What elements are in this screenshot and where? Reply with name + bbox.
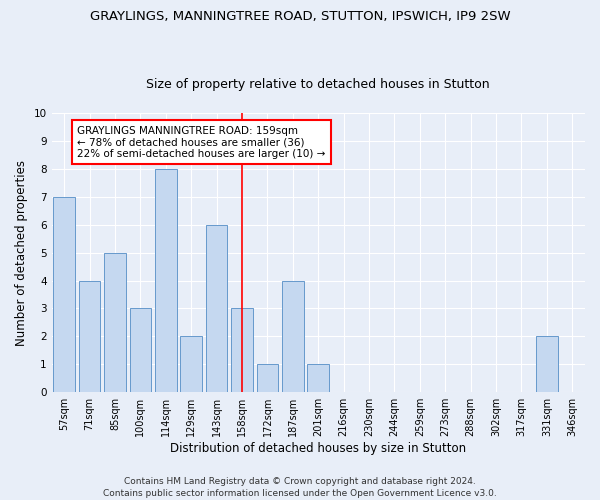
Y-axis label: Number of detached properties: Number of detached properties [15, 160, 28, 346]
Bar [257, 364, 278, 392]
Bar [282, 280, 304, 392]
Text: GRAYLINGS MANNINGTREE ROAD: 159sqm
← 78% of detached houses are smaller (36)
22%: GRAYLINGS MANNINGTREE ROAD: 159sqm ← 78%… [77, 126, 325, 159]
Bar [53, 197, 75, 392]
Bar [155, 169, 176, 392]
X-axis label: Distribution of detached houses by size in Stutton: Distribution of detached houses by size … [170, 442, 466, 455]
Title: Size of property relative to detached houses in Stutton: Size of property relative to detached ho… [146, 78, 490, 91]
Bar [231, 308, 253, 392]
Bar [307, 364, 329, 392]
Bar [536, 336, 557, 392]
Text: Contains HM Land Registry data © Crown copyright and database right 2024.
Contai: Contains HM Land Registry data © Crown c… [103, 476, 497, 498]
Text: GRAYLINGS, MANNINGTREE ROAD, STUTTON, IPSWICH, IP9 2SW: GRAYLINGS, MANNINGTREE ROAD, STUTTON, IP… [89, 10, 511, 23]
Bar [79, 280, 100, 392]
Bar [181, 336, 202, 392]
Bar [130, 308, 151, 392]
Bar [104, 252, 126, 392]
Bar [206, 224, 227, 392]
